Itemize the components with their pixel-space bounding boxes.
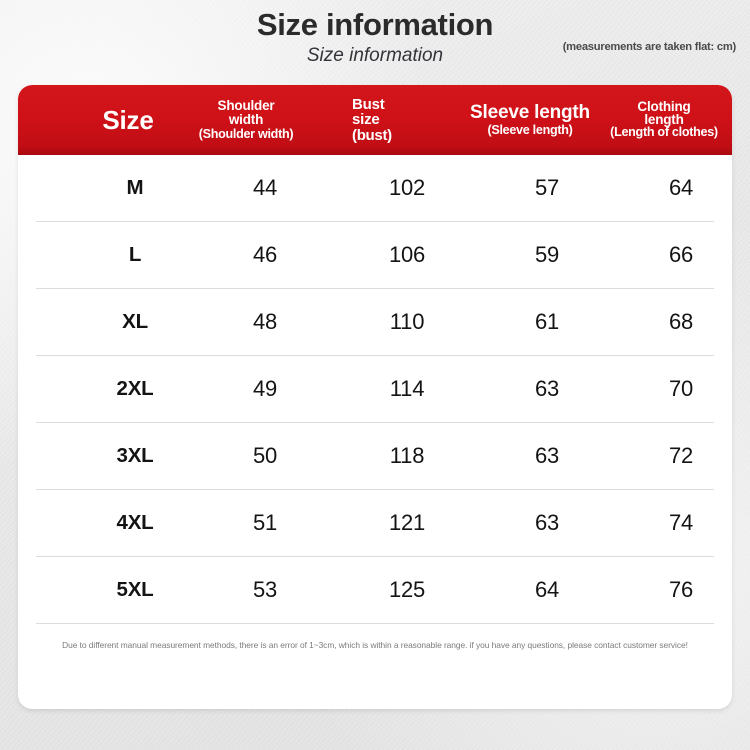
table-row: M 44 102 57 64 (36, 155, 714, 221)
cell-shoulder: 49 (252, 376, 278, 401)
cell-sleeve: 57 (534, 175, 560, 200)
column-header-clothing-length: Clothing length (Length of clothes) (598, 85, 730, 155)
title-block: Size information Size information (0, 7, 750, 68)
measurement-disclaimer: Due to different manual measurement meth… (62, 640, 688, 650)
column-header-clothing-line1: Clothing (637, 99, 691, 115)
cell-bust: 114 (389, 376, 425, 401)
column-header-sleeve-sub: (Sleeve length) (487, 122, 573, 137)
cell-clothing: 70 (668, 376, 694, 401)
cell-shoulder: 46 (252, 242, 278, 267)
cell-sleeve: 61 (534, 309, 560, 334)
cell-size: 4XL (116, 511, 154, 534)
table-row: 4XL 51 121 63 74 (36, 489, 714, 556)
cell-sleeve: 63 (534, 510, 560, 535)
cell-bust: 121 (388, 510, 426, 535)
column-header-shoulder-sub: (Shoulder width) (198, 126, 294, 141)
cell-bust: 102 (388, 175, 426, 200)
table-row: XL 48 110 61 68 (36, 288, 714, 355)
column-header-shoulder-line2: width (228, 112, 264, 128)
cell-sleeve: 63 (534, 443, 560, 468)
measurement-note: (measurements are taken flat: cm) (562, 41, 737, 53)
cell-clothing: 68 (668, 309, 694, 334)
column-header-bust-line1: Bust (352, 95, 385, 113)
table-row: 2XL 49 114 63 70 (36, 355, 714, 422)
cell-clothing: 66 (668, 242, 694, 267)
cell-clothing: 76 (668, 577, 694, 602)
cell-clothing: 72 (668, 443, 694, 468)
cell-shoulder: 50 (252, 443, 278, 468)
cell-size: L (128, 243, 142, 266)
cell-clothing: 64 (668, 175, 694, 200)
cell-shoulder: 48 (252, 309, 278, 334)
table-row: 3XL 50 118 63 72 (36, 422, 714, 489)
column-header-sleeve-length: Sleeve length (Sleeve length) (455, 85, 605, 155)
table-body: M 44 102 57 64 L 46 106 59 66 XL 48 110 61 68 2XL 49 114 6… (18, 155, 732, 624)
table-row: L 46 106 59 66 (36, 221, 714, 288)
column-header-size-main: Size (102, 104, 154, 135)
cell-size: 2XL (116, 377, 154, 400)
cell-sleeve: 59 (534, 242, 560, 267)
size-chart-card: Size Shoulder width (Shoulder width) Bus… (18, 85, 732, 709)
cell-bust: 125 (388, 577, 426, 602)
cell-shoulder: 51 (252, 510, 278, 535)
cell-shoulder: 53 (252, 577, 278, 602)
cell-sleeve: 64 (534, 577, 560, 602)
page-subtitle: Size information (306, 45, 444, 67)
cell-sleeve: 63 (534, 376, 560, 401)
cell-size: 3XL (116, 444, 154, 467)
column-header-size: Size (76, 85, 180, 155)
column-header-clothing-sub: (Length of clothes) (610, 124, 718, 139)
cell-clothing: 74 (668, 510, 694, 535)
cell-size: XL (122, 310, 148, 333)
column-header-shoulder-width: Shoulder width (Shoulder width) (181, 85, 311, 155)
page-title: Size information (256, 7, 494, 42)
column-header-clothing-line2: length (644, 112, 684, 128)
column-header-shoulder-line1: Shoulder (217, 98, 275, 114)
column-header-bust-line2: size (352, 111, 380, 129)
cell-bust: 106 (388, 242, 426, 267)
cell-bust: 118 (389, 443, 425, 468)
cell-size: 5XL (116, 578, 154, 601)
cell-size: M (126, 176, 144, 199)
column-header-bust-sub: (bust) (352, 127, 392, 145)
column-header-sleeve-main: Sleeve length (470, 102, 590, 124)
table-header-row: Size Shoulder width (Shoulder width) Bus… (18, 85, 732, 155)
column-header-bust-size: Bust size (bust) (348, 85, 436, 155)
cell-shoulder: 44 (252, 175, 278, 200)
page-header: Size information Size information (measu… (0, 0, 750, 84)
cell-bust: 110 (389, 309, 425, 334)
table-row: 5XL 53 125 64 76 (36, 556, 714, 624)
